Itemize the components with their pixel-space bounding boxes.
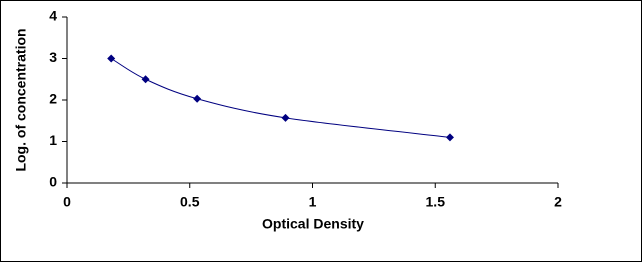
x-tick-label: 0.5 xyxy=(180,194,200,210)
y-tick-label: 3 xyxy=(49,49,57,65)
y-tick-label: 0 xyxy=(49,174,57,190)
y-axis-label: Log. of concentration xyxy=(13,28,29,171)
x-tick-label: 1.5 xyxy=(426,194,446,210)
data-point xyxy=(281,113,290,122)
y-tick-label: 2 xyxy=(49,91,57,107)
x-axis-label: Optical Density xyxy=(262,216,364,232)
x-tick-label: 1 xyxy=(309,194,317,210)
x-tick-label: 2 xyxy=(554,194,562,210)
y-tick-label: 1 xyxy=(49,132,57,148)
data-point xyxy=(107,54,116,63)
y-tick-label: 4 xyxy=(49,8,57,24)
curve xyxy=(110,58,451,138)
data-point xyxy=(141,75,150,84)
data-point xyxy=(445,133,454,142)
x-tick-label: 0 xyxy=(63,194,71,210)
data-point xyxy=(193,94,202,103)
